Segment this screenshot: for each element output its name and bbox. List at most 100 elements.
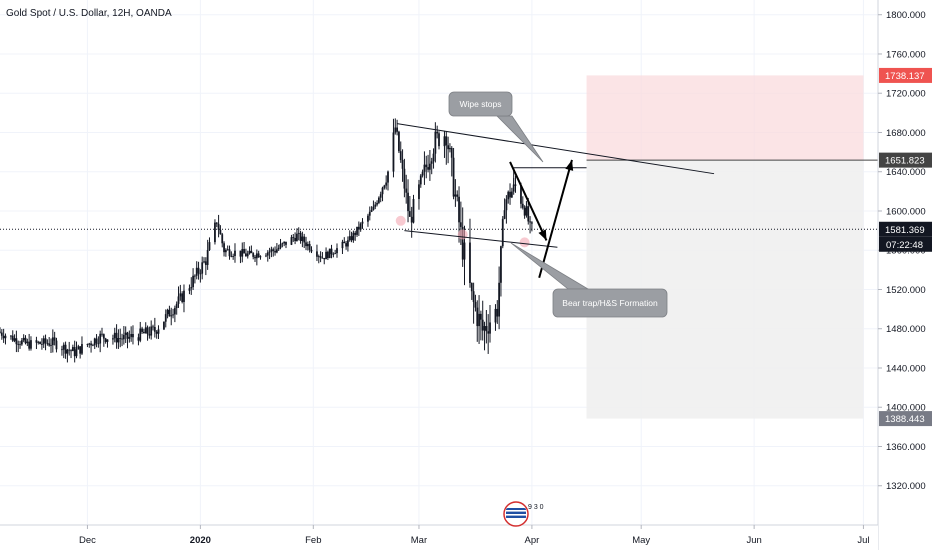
candle-body: [239, 250, 242, 257]
candle-body: [163, 321, 165, 330]
candle-body: [399, 151, 402, 160]
candle-body: [361, 221, 364, 224]
broker-logo: 9 3 0: [503, 501, 544, 527]
candle-body: [92, 345, 94, 347]
candle-body: [28, 341, 31, 349]
candle-body: [0, 331, 1, 333]
time-tick-label: Dec: [79, 535, 96, 546]
candle-body: [505, 199, 508, 211]
candle-body: [217, 223, 220, 230]
candle-body: [195, 267, 198, 276]
price-tick-label: 1680.000: [886, 128, 926, 139]
candle-body: [308, 243, 311, 250]
callout-pointer: [496, 115, 544, 163]
candle-body: [112, 338, 114, 340]
candle-body: [347, 240, 349, 247]
candle-body: [332, 253, 335, 255]
candle-body: [137, 337, 140, 341]
candle-body: [474, 302, 477, 308]
annotations: Wipe stops Bear trap/H&S Formation: [448, 91, 668, 318]
candle-body: [97, 343, 100, 345]
candle-body: [252, 253, 255, 257]
candle-body: [345, 243, 347, 247]
candle-body: [447, 145, 450, 150]
candle-body: [483, 326, 486, 331]
candle-body: [334, 253, 337, 254]
candle-body: [26, 341, 29, 344]
candle-body: [383, 185, 386, 188]
candle-body: [2, 335, 5, 339]
candle-body: [243, 248, 245, 254]
candle-body: [121, 338, 123, 340]
candle-body: [428, 163, 431, 170]
candle-body: [294, 237, 296, 242]
candle-body: [203, 261, 205, 263]
candle-body: [46, 343, 49, 344]
price-axis[interactable]: 1320.000 1360.000 1400.000 1440.000 1480.000…: [877, 0, 932, 550]
candle-body: [372, 206, 375, 210]
arrow-head: [565, 159, 574, 171]
candle-body: [206, 250, 209, 265]
time-tick-label: Jun: [746, 535, 761, 546]
candle-body: [104, 338, 107, 342]
candle-body: [432, 153, 435, 162]
candle-body: [19, 344, 21, 346]
time-tick-label: Feb: [305, 535, 321, 546]
candle-body: [299, 232, 302, 241]
candle-body: [405, 188, 408, 193]
candle-body: [368, 211, 371, 216]
chart-grid: [0, 0, 878, 525]
candle-body: [70, 350, 72, 352]
candle-body: [143, 331, 145, 334]
logo-stripe: [506, 514, 526, 516]
candle-body: [419, 175, 422, 185]
candle-body: [494, 308, 497, 323]
candle-body: [408, 211, 411, 217]
callout-box: [552, 288, 668, 318]
candle-body: [323, 257, 326, 260]
candle-body: [128, 336, 131, 339]
candle-body: [403, 168, 406, 189]
candle-body: [42, 338, 45, 345]
candle-body: [525, 206, 528, 216]
candle-body: [436, 131, 439, 134]
candle-body: [130, 333, 133, 337]
candle-body: [124, 332, 127, 335]
candle-body: [117, 338, 120, 343]
price-tick-label: 1800.000: [886, 10, 926, 21]
candle-body: [297, 232, 300, 234]
callout-text: Wipe stops: [459, 99, 501, 109]
price-label-text: 1388.443: [885, 414, 925, 425]
candle-body: [376, 202, 378, 205]
candle-body: [485, 326, 488, 332]
candle-body: [321, 257, 324, 259]
stop-loss-zone: [586, 75, 864, 161]
candle-body: [268, 251, 271, 253]
candle-body: [230, 256, 233, 257]
candle-body: [410, 216, 413, 223]
candle-body: [283, 241, 286, 244]
time-axis[interactable]: Dec 2020 Feb Mar Apr May Jun Jul: [0, 524, 878, 550]
candle-body: [398, 131, 400, 152]
candle-body: [48, 343, 51, 346]
candle-body: [50, 345, 52, 346]
candle-body: [374, 204, 377, 207]
candle-body: [40, 343, 43, 345]
highlight-dot: [457, 229, 468, 240]
candle-body: [270, 249, 273, 252]
candle-body: [81, 344, 83, 354]
candle-body: [425, 164, 428, 168]
candle-body: [148, 334, 151, 336]
candle-body: [226, 249, 229, 251]
price-tick-label: 1600.000: [886, 206, 926, 217]
candle-body: [246, 253, 249, 257]
logo-text: 9 3 0: [528, 504, 544, 511]
candle-body: [113, 332, 116, 339]
candle-body: [0, 332, 3, 336]
candle-body: [472, 291, 475, 303]
candle-body: [343, 241, 346, 244]
candle-body: [245, 253, 247, 257]
candle-body: [317, 256, 320, 257]
candle-body: [126, 332, 129, 339]
